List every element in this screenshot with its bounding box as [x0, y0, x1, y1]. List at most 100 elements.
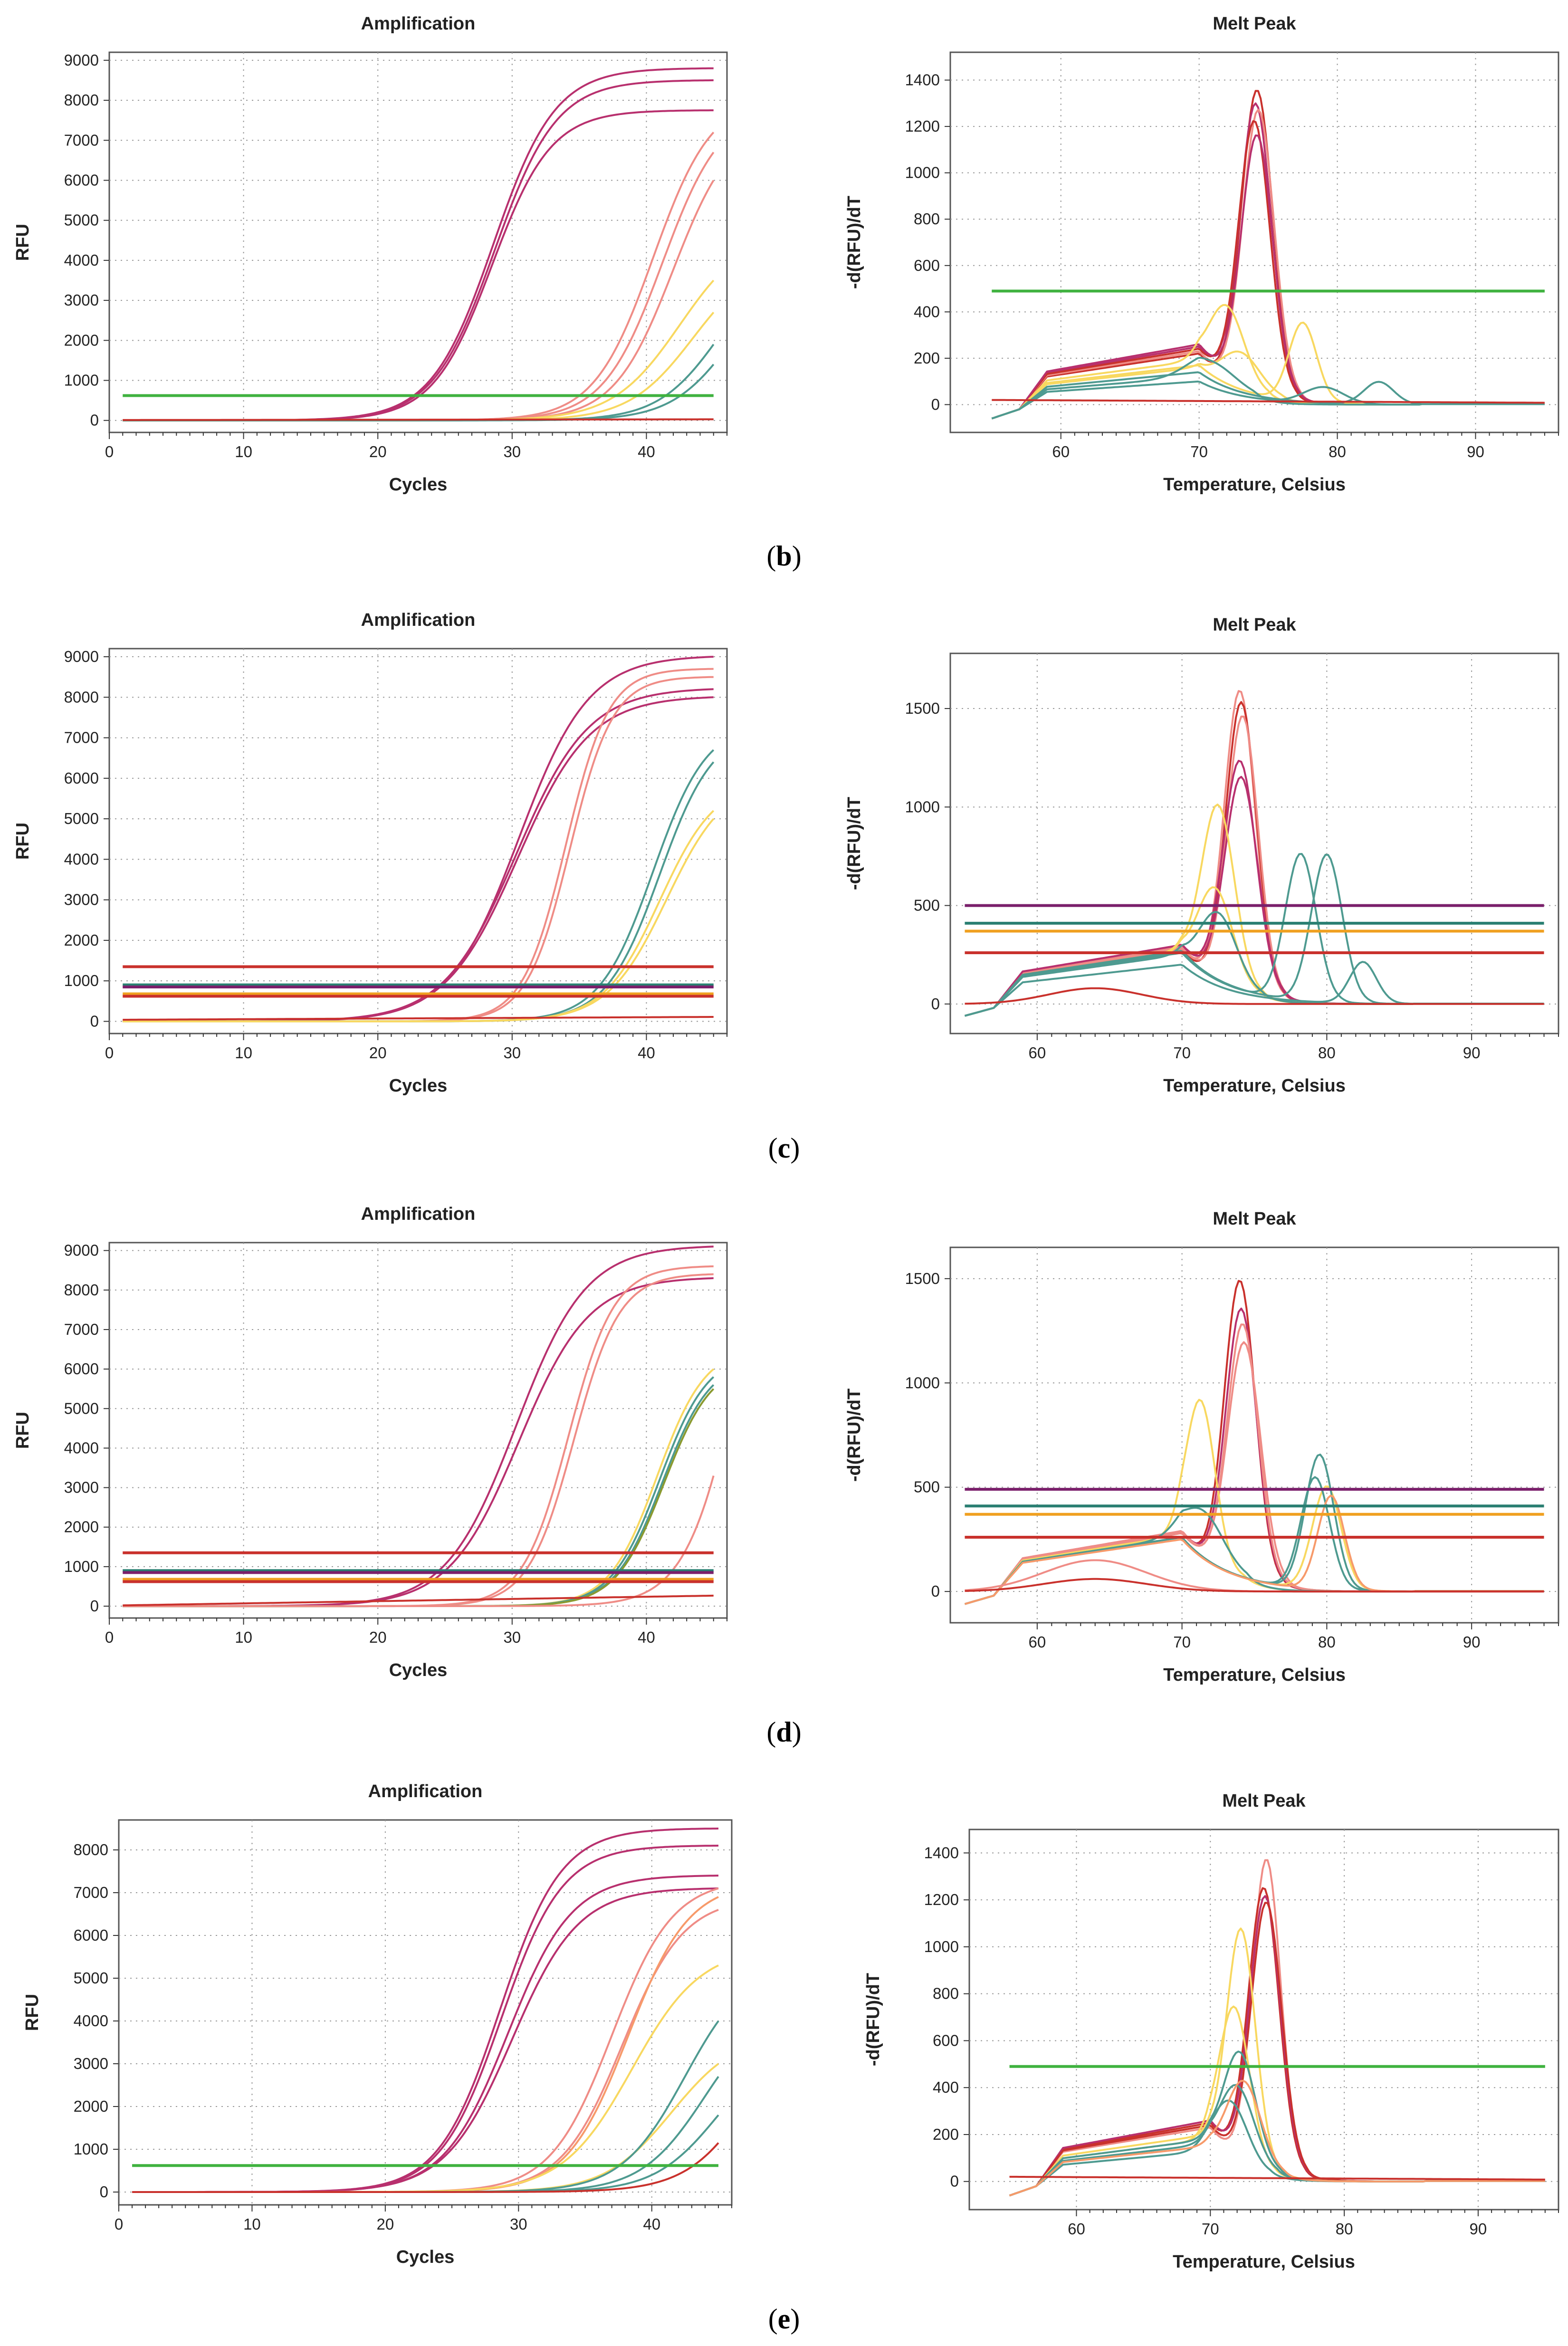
y-tick-label: 1000: [905, 164, 940, 182]
plot-area: [991, 90, 1545, 420]
x-tick-label: 40: [643, 2215, 660, 2233]
y-tick-label: 0: [90, 1597, 99, 1615]
series-line-red-flat: [1009, 2175, 1545, 2181]
y-axis-title: RFU: [22, 1994, 42, 2031]
x-tick-label: 10: [235, 443, 252, 460]
x-tick-label: 10: [235, 1628, 252, 1646]
x-tick-label: 20: [377, 2215, 394, 2233]
y-tick-label: 7000: [64, 729, 99, 747]
x-axis-title: Temperature, Celsius: [1163, 1665, 1346, 1685]
y-tick-label: 4000: [74, 2012, 108, 2030]
y-axis-title: RFU: [13, 823, 33, 860]
x-axis-title: Cycles: [396, 2247, 455, 2267]
y-tick-label: 1500: [905, 1270, 940, 1287]
chart-c-melt-peak: 60 70 80 90 0 500 1000 1500 Melt Peak Temperature…: [844, 615, 1559, 1096]
y-tick-label: 0: [950, 2173, 959, 2190]
y-tick-label: 5000: [74, 1969, 108, 1987]
x-tick-label: 60: [1052, 443, 1070, 460]
y-tick-label: 2000: [64, 1518, 99, 1536]
x-tick-label: 40: [638, 1628, 655, 1646]
y-tick-label: 1000: [905, 798, 940, 815]
y-tick-label: 400: [933, 2078, 959, 2096]
y-tick-label: 6000: [64, 171, 99, 189]
y-tick-label: 200: [933, 2126, 959, 2143]
plot-frame: [108, 51, 728, 433]
x-tick-label: 30: [503, 1628, 521, 1646]
chart-title: Amplification: [361, 14, 476, 34]
y-tick-label: 1000: [905, 1374, 940, 1391]
y-axis-title: -d(RFU)/dT: [863, 1973, 883, 2066]
plot-frame: [949, 1246, 1559, 1624]
chart-c-amplification: 0 10 20 30 40 0 1000 2000 3000 4000 5000 6000 7000 80…: [13, 610, 728, 1096]
series-line-red-flat: [992, 399, 1545, 404]
y-tick-label: 3000: [74, 2055, 108, 2072]
y-tick-label: 0: [931, 995, 940, 1013]
x-axis-title: Cycles: [389, 475, 448, 495]
y-tick-label: 5000: [64, 1399, 99, 1417]
x-tick-label: 70: [1202, 2220, 1219, 2238]
y-tick-label: 600: [933, 2031, 959, 2049]
x-tick-label: 40: [638, 443, 655, 460]
chart-title: Melt Peak: [1213, 615, 1296, 635]
y-tick-label: 0: [931, 1582, 940, 1600]
y-tick-label: 9000: [64, 51, 99, 69]
series-line-red-late: [132, 2142, 719, 2193]
plot-area: [964, 690, 1544, 1017]
x-axis-title: Temperature, Celsius: [1173, 2252, 1355, 2272]
y-tick-label: 1000: [64, 972, 99, 989]
y-tick-label: 4000: [64, 251, 99, 269]
x-tick-label: 10: [243, 2215, 261, 2233]
charts-layer: 0 10 20 30 400100020003000400050006000700080…: [13, 14, 1559, 2272]
x-axis-title: Temperature, Celsius: [1163, 1076, 1346, 1096]
y-tick-label: 5000: [64, 810, 99, 827]
x-tick-label: 40: [638, 1044, 655, 1062]
y-tick-label: 9000: [64, 1242, 99, 1259]
series-line-orange-1: [1009, 2079, 1545, 2197]
y-tick-label: 800: [914, 210, 940, 228]
y-tick-label: 500: [914, 897, 940, 914]
chart-d-amplification: 0 10 20 30 40 0 1000 2000 3000 4000 5000 6000 7000 80…: [13, 1204, 728, 1680]
chart-e-amplification: 0 10 20 30 40 0 1000 2000 3000 4000 5000 6000 7000 80…: [22, 1781, 733, 2267]
x-tick-label: 70: [1190, 443, 1208, 460]
chart-title: Melt Peak: [1213, 14, 1296, 34]
x-tick-label: 0: [105, 1628, 114, 1646]
x-tick-label: 0: [105, 1044, 114, 1062]
y-tick-label: 400: [914, 303, 940, 320]
y-tick-label: 1500: [905, 699, 940, 717]
y-tick-label: 7000: [64, 1321, 99, 1338]
y-tick-label: 500: [914, 1478, 940, 1496]
x-tick-label: 60: [1028, 1044, 1046, 1062]
panel-label-c: (c): [768, 1132, 800, 1164]
y-tick-label: 1000: [74, 2140, 108, 2158]
x-tick-label: 90: [1470, 2220, 1487, 2238]
chart-d-melt-peak: 60 70 80 90 0 500 1000 1500 Melt Peak Temperature…: [844, 1209, 1559, 1685]
chart-title: Amplification: [361, 610, 476, 630]
series-line-red-hump: [965, 1578, 1544, 1593]
y-tick-label: 8000: [64, 91, 99, 109]
y-tick-label: 3000: [64, 891, 99, 909]
series-line-teal-3: [991, 380, 1545, 420]
x-tick-label: 0: [105, 443, 114, 460]
y-tick-label: 0: [931, 395, 940, 413]
y-tick-label: 8000: [64, 688, 99, 706]
y-tick-label: 800: [933, 1985, 959, 2002]
y-axis-title: RFU: [13, 1412, 33, 1449]
x-tick-label: 20: [369, 443, 387, 460]
plot-frame: [118, 1819, 733, 2206]
plot-area: [123, 656, 715, 1023]
y-axis-title: -d(RFU)/dT: [844, 797, 864, 890]
chart-title: Melt Peak: [1222, 1791, 1306, 1811]
y-tick-label: 7000: [74, 1884, 108, 1901]
y-tick-label: 2000: [74, 2097, 108, 2115]
plot-frame: [108, 1242, 728, 1619]
plot-area: [964, 1280, 1544, 1605]
y-tick-label: 200: [914, 349, 940, 367]
x-tick-label: 90: [1467, 443, 1484, 460]
x-tick-label: 30: [510, 2215, 527, 2233]
y-tick-label: 1000: [64, 372, 99, 389]
panel-labels: (b) (c) (d) (e): [766, 540, 801, 2335]
series-line-red-baseline: [123, 418, 714, 421]
x-tick-label: 20: [369, 1628, 387, 1646]
y-tick-label: 0: [90, 1012, 99, 1030]
